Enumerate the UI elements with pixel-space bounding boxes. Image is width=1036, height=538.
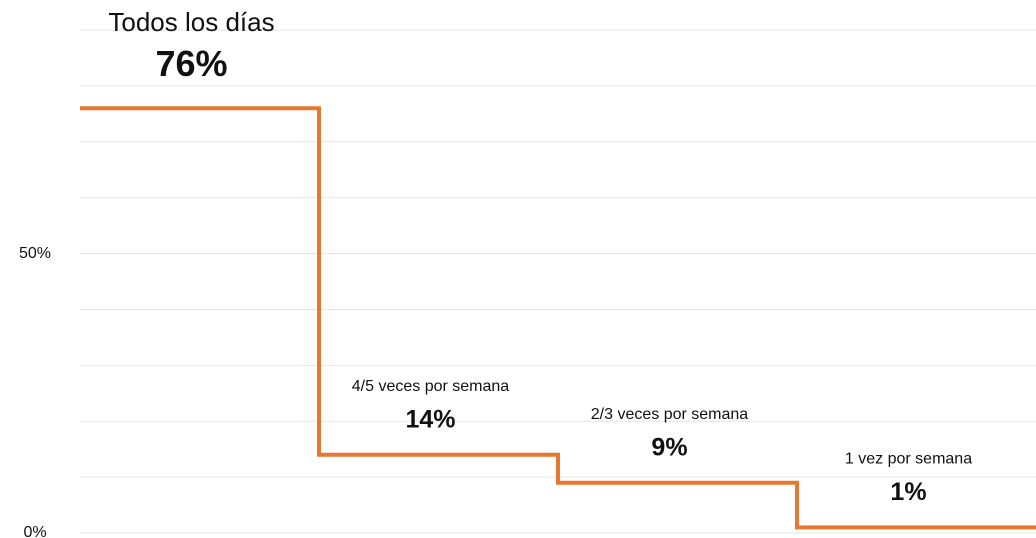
y-tick-label: 0% — [23, 524, 46, 538]
y-tick-label: 50% — [19, 245, 51, 262]
value-label: 9% — [651, 433, 687, 461]
value-label: 14% — [405, 405, 455, 433]
value-label: 1% — [890, 478, 926, 506]
value-label: 76% — [155, 43, 227, 84]
category-label: 4/5 veces por semana — [352, 378, 510, 395]
category-label: Todos los días — [108, 7, 274, 37]
category-label: 2/3 veces por semana — [591, 406, 749, 423]
category-label: 1 vez por semana — [845, 451, 972, 468]
